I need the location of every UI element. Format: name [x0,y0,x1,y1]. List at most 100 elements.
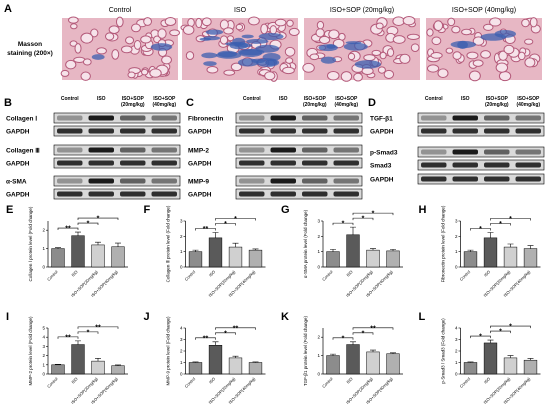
bar [463,362,478,375]
significance-bracket [490,330,511,334]
bar [71,344,85,375]
column-header: ISO+SOP (40mg/kg) [452,7,516,14]
collagen [150,43,173,51]
band [88,191,114,197]
lane-header: (40mg/kg) [152,102,176,108]
significance-bracket [352,327,394,330]
tubule [332,38,345,49]
bar [51,248,65,268]
tubule [269,25,277,35]
y-tick-label: 0 [455,265,458,270]
panel-label: A [4,3,12,15]
significance-bracket [215,327,256,330]
tubule [399,53,411,64]
band [421,128,447,134]
tubule [157,28,167,39]
error-bar [252,248,259,251]
tubule [353,72,363,82]
blot-strip [235,175,363,187]
bar [208,237,223,268]
band [333,115,359,121]
tubule [223,27,234,35]
tubule [406,33,420,40]
significance-label: ** [203,226,209,233]
tubule [65,59,77,70]
tubule [461,28,472,36]
significance-bracket [195,228,216,231]
x-tick-label: ISO [208,269,216,277]
tubule [302,62,315,73]
blot-strip [235,125,363,137]
tubule [430,52,443,59]
bar [346,344,360,375]
band [452,176,478,182]
error-bar [350,341,356,345]
panel-label: I [6,311,9,323]
significance-bracket [57,336,79,339]
error-bar [75,231,81,236]
tubule [447,17,456,27]
bar [71,235,85,268]
error-bar [507,355,514,358]
error-bar [55,247,61,249]
band [239,178,265,184]
tubule [503,44,515,55]
x-tick-label: ISO [483,269,491,277]
band [57,115,83,121]
error-bar [115,364,121,366]
panel-label: F [144,204,151,216]
bar [366,351,380,375]
collagen [215,51,242,59]
collagen [494,30,516,38]
lane-header: ISO+SOP [517,96,540,102]
lane-header: ISO [279,96,288,102]
band [452,115,478,121]
x-tick-label: ISO [345,269,353,277]
panel-label: B [4,97,12,109]
error-bar [350,226,356,235]
bar [483,342,498,375]
tubule [483,23,494,31]
band [302,147,328,153]
band [120,147,146,153]
blot-label: α-SMA [6,179,27,186]
tubule [285,57,294,64]
lane-header: ISO+SOP [304,96,327,102]
blot-strip [53,112,181,124]
tubule [111,49,120,60]
band [452,128,478,134]
band [88,115,114,121]
error-bar [467,249,474,252]
y-tick-label: 2 [180,234,183,239]
significance-label: * [509,216,512,223]
significance-bracket [352,212,394,216]
y-tick-label: 1 [317,353,320,358]
tubule [498,71,512,82]
x-tick-label: Control [184,376,197,389]
tubule [127,71,136,79]
band [120,115,146,121]
band [484,128,510,134]
band [302,160,328,166]
significance-label: * [509,324,512,331]
y-tick-label: 2 [180,349,183,354]
band [270,178,296,184]
tubule [284,46,296,57]
tubule [480,50,491,59]
band [88,160,114,166]
collagen [318,44,338,52]
blot-label: MMP-9 [188,179,209,186]
tubule [247,16,260,26]
panel-label: G [281,204,290,216]
panel-label: L [419,311,426,323]
blot-label: GAPDH [370,129,394,136]
tubule [495,62,509,73]
x-tick-label: Control [46,376,59,389]
blot-strip [235,112,363,124]
panel-label: H [419,204,427,216]
panel-label: E [6,204,13,216]
y-tick-label: 4 [42,335,45,340]
lane-header: (20mg/kg) [485,102,509,108]
band [333,147,359,153]
significance-bracket [490,218,531,221]
